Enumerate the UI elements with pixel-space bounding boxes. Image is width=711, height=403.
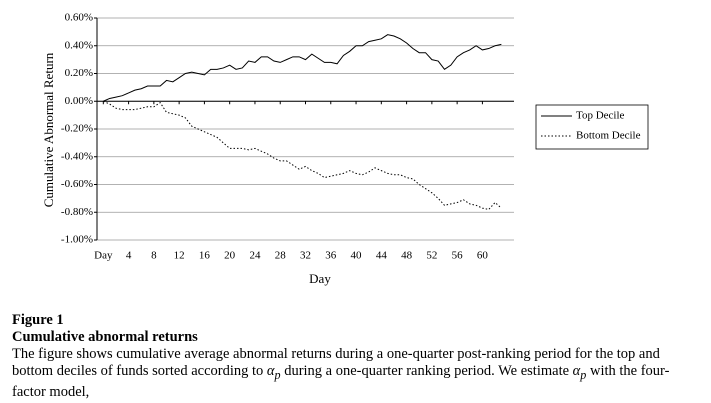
- legend-label: Bottom Decile: [576, 130, 641, 142]
- y-tick-label: -0.60%: [61, 178, 93, 190]
- symbol: α: [266, 363, 275, 379]
- x-tick-label: 52: [426, 250, 437, 262]
- text: The figure shows cumulative average abno…: [12, 346, 660, 379]
- y-tick-label: -0.80%: [61, 206, 93, 218]
- x-tick-label: 56: [452, 250, 464, 262]
- x-tick-label: 44: [376, 250, 388, 262]
- y-axis-title: Cumulative Abnormal Return: [41, 52, 56, 207]
- caption-text: The figure shows cumulative average abno…: [12, 346, 702, 401]
- y-tick-label: 0.00%: [65, 95, 93, 107]
- symbol-sub: p: [274, 367, 281, 382]
- line: [103, 100, 502, 211]
- line: [103, 34, 502, 102]
- x-tick-label: 60: [477, 250, 489, 262]
- y-tick-label: 0.20%: [65, 67, 93, 79]
- y-tick-label: 0.60%: [65, 12, 93, 24]
- x-axis-title: Day: [309, 271, 331, 286]
- x-tick-label: 28: [275, 250, 287, 262]
- caption: Figure 1 Cumulative abnormal returns The…: [12, 312, 702, 401]
- x-tick-label: 16: [199, 250, 211, 262]
- y-tick-label: -0.20%: [61, 123, 93, 135]
- y-tick-label: 0.40%: [65, 39, 93, 51]
- figure-label: Figure 1: [12, 312, 64, 328]
- x-tick-label: 4: [126, 250, 132, 262]
- legend-box: [535, 104, 649, 150]
- x-tick-label: 8: [151, 250, 157, 262]
- symbol: α: [572, 363, 581, 379]
- y-tick-label: -0.40%: [61, 150, 93, 162]
- x-tick-label: 20: [224, 250, 236, 262]
- legend-label: Top Decile: [576, 110, 625, 122]
- x-tick-label: 24: [249, 250, 261, 262]
- x-tick-label: 48: [401, 250, 413, 262]
- x-tick-label: 32: [300, 250, 311, 262]
- figure-title: Cumulative abnormal returns: [12, 329, 198, 345]
- x-tick-label: 36: [325, 250, 337, 262]
- x-tick-label: 12: [174, 250, 185, 262]
- y-tick-label: -1.00%: [61, 234, 93, 246]
- x-tick-label: Day: [94, 250, 113, 262]
- text: during a one-quarter ranking period. We …: [280, 363, 573, 379]
- symbol-sub: p: [580, 367, 587, 382]
- text: with the four-factor model,: [12, 363, 670, 400]
- chart: Day Cumulative Abnormal Return -1.00% -0.…: [41, 12, 649, 286]
- x-tick-label: 40: [351, 250, 363, 262]
